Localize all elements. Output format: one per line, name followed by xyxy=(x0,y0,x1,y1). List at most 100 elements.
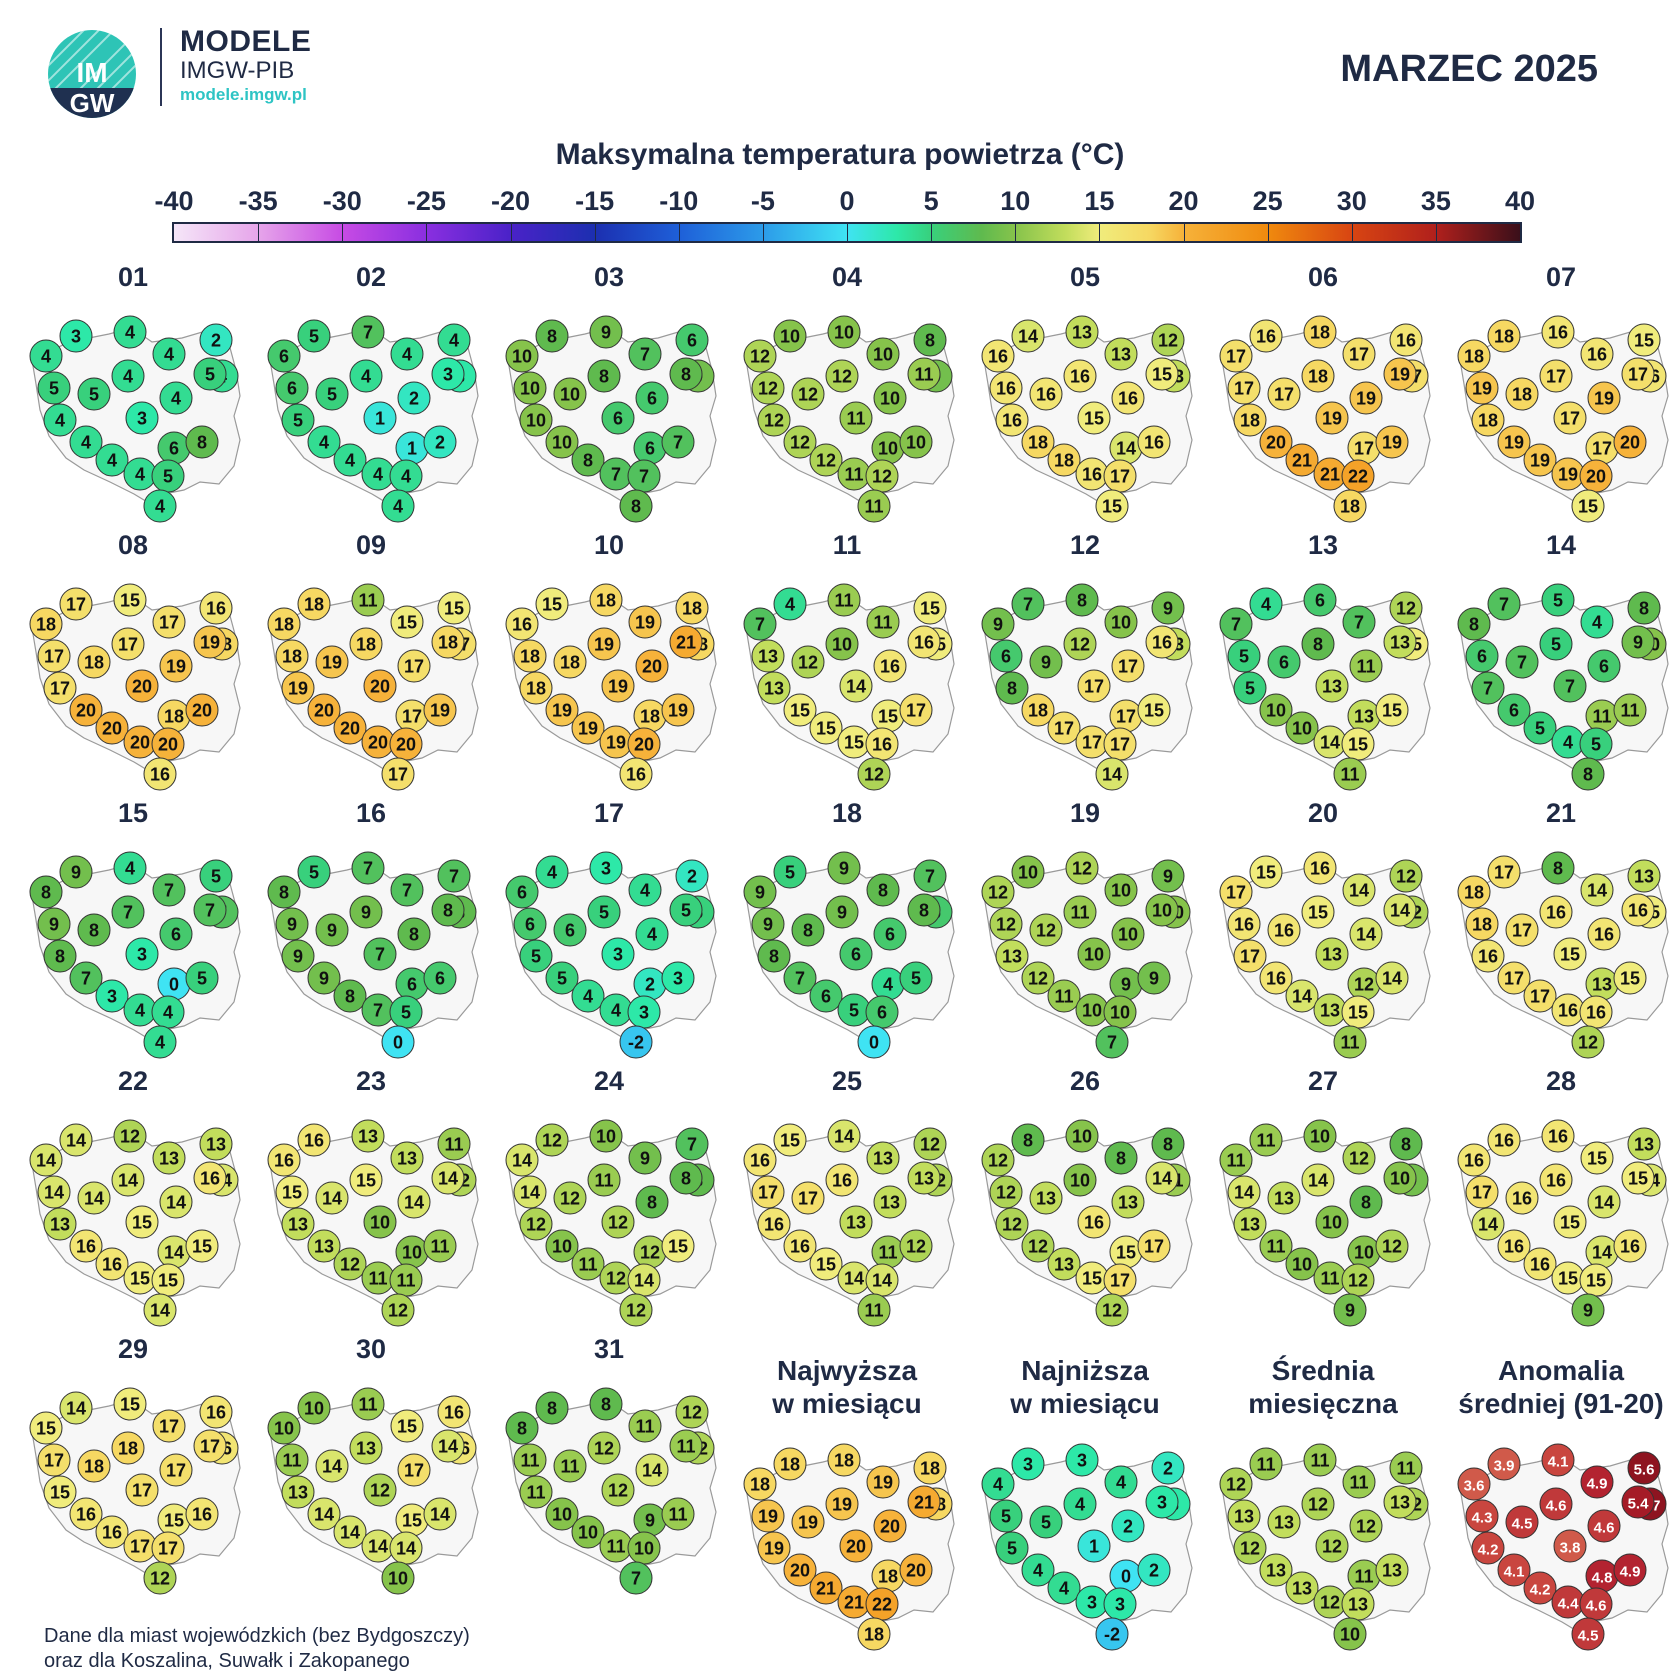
city-marker-circle xyxy=(635,1185,669,1219)
city-marker-circle xyxy=(37,907,71,941)
city-marker-circle xyxy=(111,1163,145,1197)
city-marker-value: 3 xyxy=(71,327,81,347)
city-marker-value: 13 xyxy=(1348,1595,1368,1615)
city-marker: 12 xyxy=(981,875,1015,909)
city-marker: 15 xyxy=(1341,995,1375,1029)
city-marker: 15 xyxy=(1109,1235,1143,1269)
city-marker-value: 12 xyxy=(606,1269,626,1289)
city-marker-circle xyxy=(1259,961,1293,995)
city-marker: 5 xyxy=(989,1499,1023,1533)
city-marker: 11 xyxy=(1349,649,1383,683)
day-map-panel: 0718181616151619181719171819171719192020… xyxy=(1442,262,1680,523)
city-marker-value: 8 xyxy=(1163,1135,1173,1155)
day-map-panel: 2017151614121216161514141716131214131514… xyxy=(1204,798,1442,1059)
poland-map: 12101010891212121011121211101211121011 xyxy=(743,315,955,523)
city-marker-circle xyxy=(628,605,662,639)
city-marker-value: 0 xyxy=(393,1033,403,1053)
day-map-panel: 176434256654555324433-2 xyxy=(490,798,728,1059)
city-marker-value: 14 xyxy=(150,1301,170,1321)
city-marker-value: 11 xyxy=(578,1255,597,1275)
city-marker-value: 15 xyxy=(397,613,417,633)
city-marker-circle xyxy=(635,381,669,415)
day-label: 29 xyxy=(117,1334,149,1364)
city-marker: 9 xyxy=(315,913,349,947)
city-marker-value: 21 xyxy=(1292,451,1312,471)
city-marker-value: 8 xyxy=(41,883,51,903)
city-marker: 13 xyxy=(152,1141,186,1175)
city-marker: 11 xyxy=(866,605,900,639)
city-marker-value: 16 xyxy=(1144,433,1164,453)
city-marker-circle xyxy=(1487,1447,1521,1481)
city-marker-value: 13 xyxy=(1234,1507,1254,1527)
city-marker-circle xyxy=(1077,669,1111,703)
city-marker: 10 xyxy=(1077,937,1111,971)
city-marker-value: 20 xyxy=(790,1561,810,1581)
city-marker-circle xyxy=(809,711,843,745)
city-marker-circle xyxy=(1011,1447,1045,1481)
city-marker: 18 xyxy=(157,699,191,733)
city-marker-value: 11 xyxy=(1620,701,1639,721)
city-marker-circle xyxy=(1233,403,1267,437)
city-marker-value: 17 xyxy=(1354,439,1374,459)
city-marker-circle xyxy=(37,1443,71,1477)
city-marker-circle xyxy=(152,1409,186,1443)
city-marker-value: 15 xyxy=(844,733,864,753)
city-marker-value: 12 xyxy=(1320,1593,1340,1613)
city-marker: 5 xyxy=(185,961,219,995)
city-marker: 4 xyxy=(143,489,177,523)
city-marker-value: 15 xyxy=(1558,1269,1578,1289)
city-marker-circle xyxy=(619,757,653,791)
brand-url[interactable]: modele.imgw.pl xyxy=(180,85,307,104)
city-marker: 19 xyxy=(601,669,635,703)
city-marker-value: 9 xyxy=(361,903,371,923)
city-marker-value: 12 xyxy=(526,1215,546,1235)
city-marker-circle xyxy=(1580,1141,1614,1175)
city-marker-circle xyxy=(1349,1509,1383,1543)
city-marker-value: 11 xyxy=(560,1457,579,1477)
city-marker: 8 xyxy=(571,443,605,477)
city-marker-circle xyxy=(989,907,1023,941)
colorbar-label: 15 xyxy=(1084,186,1115,216)
city-marker-circle xyxy=(77,1181,111,1215)
city-marker-value: 16 xyxy=(76,1237,96,1257)
city-marker-value: 7 xyxy=(639,467,649,487)
city-marker-circle xyxy=(159,917,193,951)
city-marker-circle xyxy=(125,401,159,435)
day-map-panel: 1374671215568111351013131014151511 xyxy=(1204,530,1442,791)
city-marker: 9 xyxy=(1109,967,1143,1001)
city-marker: 16 xyxy=(1227,907,1261,941)
city-marker-value: 14 xyxy=(1594,1193,1614,1213)
footnote-line-1: Dane dla miast wojewódzkich (bez Bydgosz… xyxy=(44,1625,470,1647)
city-marker-value: 15 xyxy=(1587,1149,1607,1169)
city-marker-circle xyxy=(1342,605,1376,639)
city-marker: 19 xyxy=(628,605,662,639)
city-marker-circle xyxy=(423,1229,457,1263)
city-marker-value: 10 xyxy=(880,389,900,409)
city-marker: 18 xyxy=(1457,339,1491,373)
city-marker-circle xyxy=(1303,583,1337,617)
city-marker-circle xyxy=(505,607,539,641)
city-marker-circle xyxy=(381,489,415,523)
city-marker-value: 16 xyxy=(1558,1001,1578,1021)
summary-label: Najniższa w miesiącu xyxy=(966,1354,1204,1420)
city-marker-value: 14 xyxy=(1292,987,1312,1007)
city-marker: 8 xyxy=(1541,851,1575,885)
city-marker: 17 xyxy=(1109,699,1143,733)
city-marker-value: 20 xyxy=(1586,467,1606,487)
city-marker-circle xyxy=(825,627,859,661)
city-marker-value: 16 xyxy=(102,1255,122,1275)
city-marker: 17 xyxy=(37,639,71,673)
city-marker-value: 15 xyxy=(1560,945,1580,965)
city-marker-circle xyxy=(1065,851,1099,885)
city-marker-value: 4 xyxy=(883,975,893,995)
city-marker: 17 xyxy=(395,699,429,733)
city-marker: 10 xyxy=(827,315,861,349)
city-marker-circle xyxy=(437,1127,471,1161)
city-marker: 11 xyxy=(1333,1025,1367,1059)
city-marker: 18 xyxy=(267,607,301,641)
city-marker: 6 xyxy=(633,431,667,465)
poland-map: 1817151716181718171919172020182020202016 xyxy=(29,583,241,791)
city-marker-value: 12 xyxy=(340,1255,360,1275)
city-marker: 4.2 xyxy=(1523,1571,1557,1605)
city-marker: 4 xyxy=(871,967,905,1001)
